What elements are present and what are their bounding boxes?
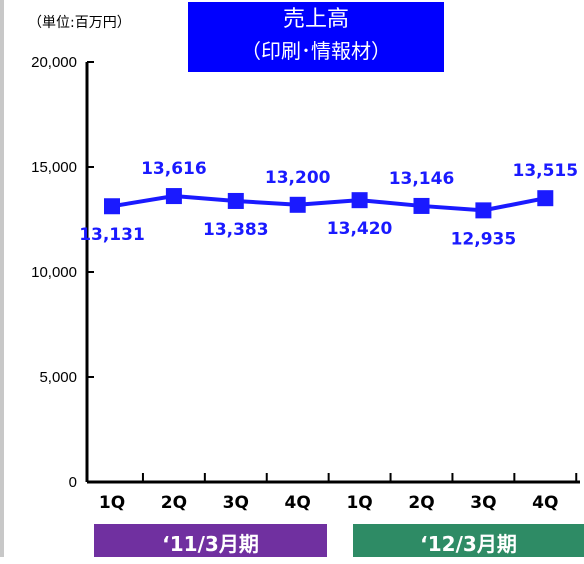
x-tick-label: 4Q bbox=[532, 493, 558, 513]
x-tick-label: 4Q bbox=[285, 493, 311, 513]
x-tick-label: 3Q bbox=[223, 493, 249, 513]
data-label: 13,131 bbox=[79, 225, 145, 245]
x-tick-label: 2Q bbox=[408, 493, 434, 513]
period-label-fy2012: ‘12/3月期 bbox=[353, 524, 584, 557]
chart-title: 売上高 bbox=[282, 7, 349, 32]
y-tick-label: 10,000 bbox=[31, 264, 77, 281]
x-tick-label: 2Q bbox=[161, 493, 187, 513]
y-tick-label: 15,000 bbox=[31, 159, 77, 176]
data-label: 13,420 bbox=[327, 219, 393, 239]
period-label-fy2011: ‘11/3月期 bbox=[94, 524, 327, 557]
data-label: 13,616 bbox=[141, 159, 207, 179]
data-point-marker bbox=[351, 192, 368, 209]
chart-subtitle: （印刷･情報材） bbox=[241, 39, 391, 63]
y-tick-label: 20,000 bbox=[31, 54, 77, 71]
y-tick-label: 5,000 bbox=[39, 369, 77, 386]
data-label: 13,146 bbox=[389, 169, 455, 189]
left-border bbox=[0, 0, 4, 557]
data-point-marker bbox=[537, 190, 554, 207]
data-point-marker bbox=[289, 196, 306, 213]
x-tick-label: 3Q bbox=[470, 493, 496, 513]
data-point-marker bbox=[165, 188, 182, 205]
data-label: 13,200 bbox=[265, 168, 331, 188]
data-point-marker bbox=[227, 192, 244, 209]
data-label: 13,515 bbox=[512, 161, 578, 181]
y-tick-label: 0 bbox=[69, 474, 77, 491]
series-line bbox=[111, 194, 546, 213]
line-chart: 0 5,000 10,000 15,000 20,000 1Q 2Q 3Q 4Q 1Q 2Q 3Q 4Q… bbox=[31, 54, 580, 513]
x-tick-label: 1Q bbox=[346, 493, 372, 513]
data-point-marker bbox=[475, 202, 492, 219]
data-label: 12,935 bbox=[451, 229, 517, 249]
x-tick-label: 1Q bbox=[99, 493, 125, 513]
chart-title-box: 売上高 （印刷･情報材） bbox=[188, 2, 444, 72]
data-point-marker bbox=[413, 197, 430, 214]
data-point-marker bbox=[104, 198, 120, 215]
unit-label: （単位:百万円） bbox=[28, 15, 131, 31]
data-label: 13,383 bbox=[203, 220, 269, 240]
